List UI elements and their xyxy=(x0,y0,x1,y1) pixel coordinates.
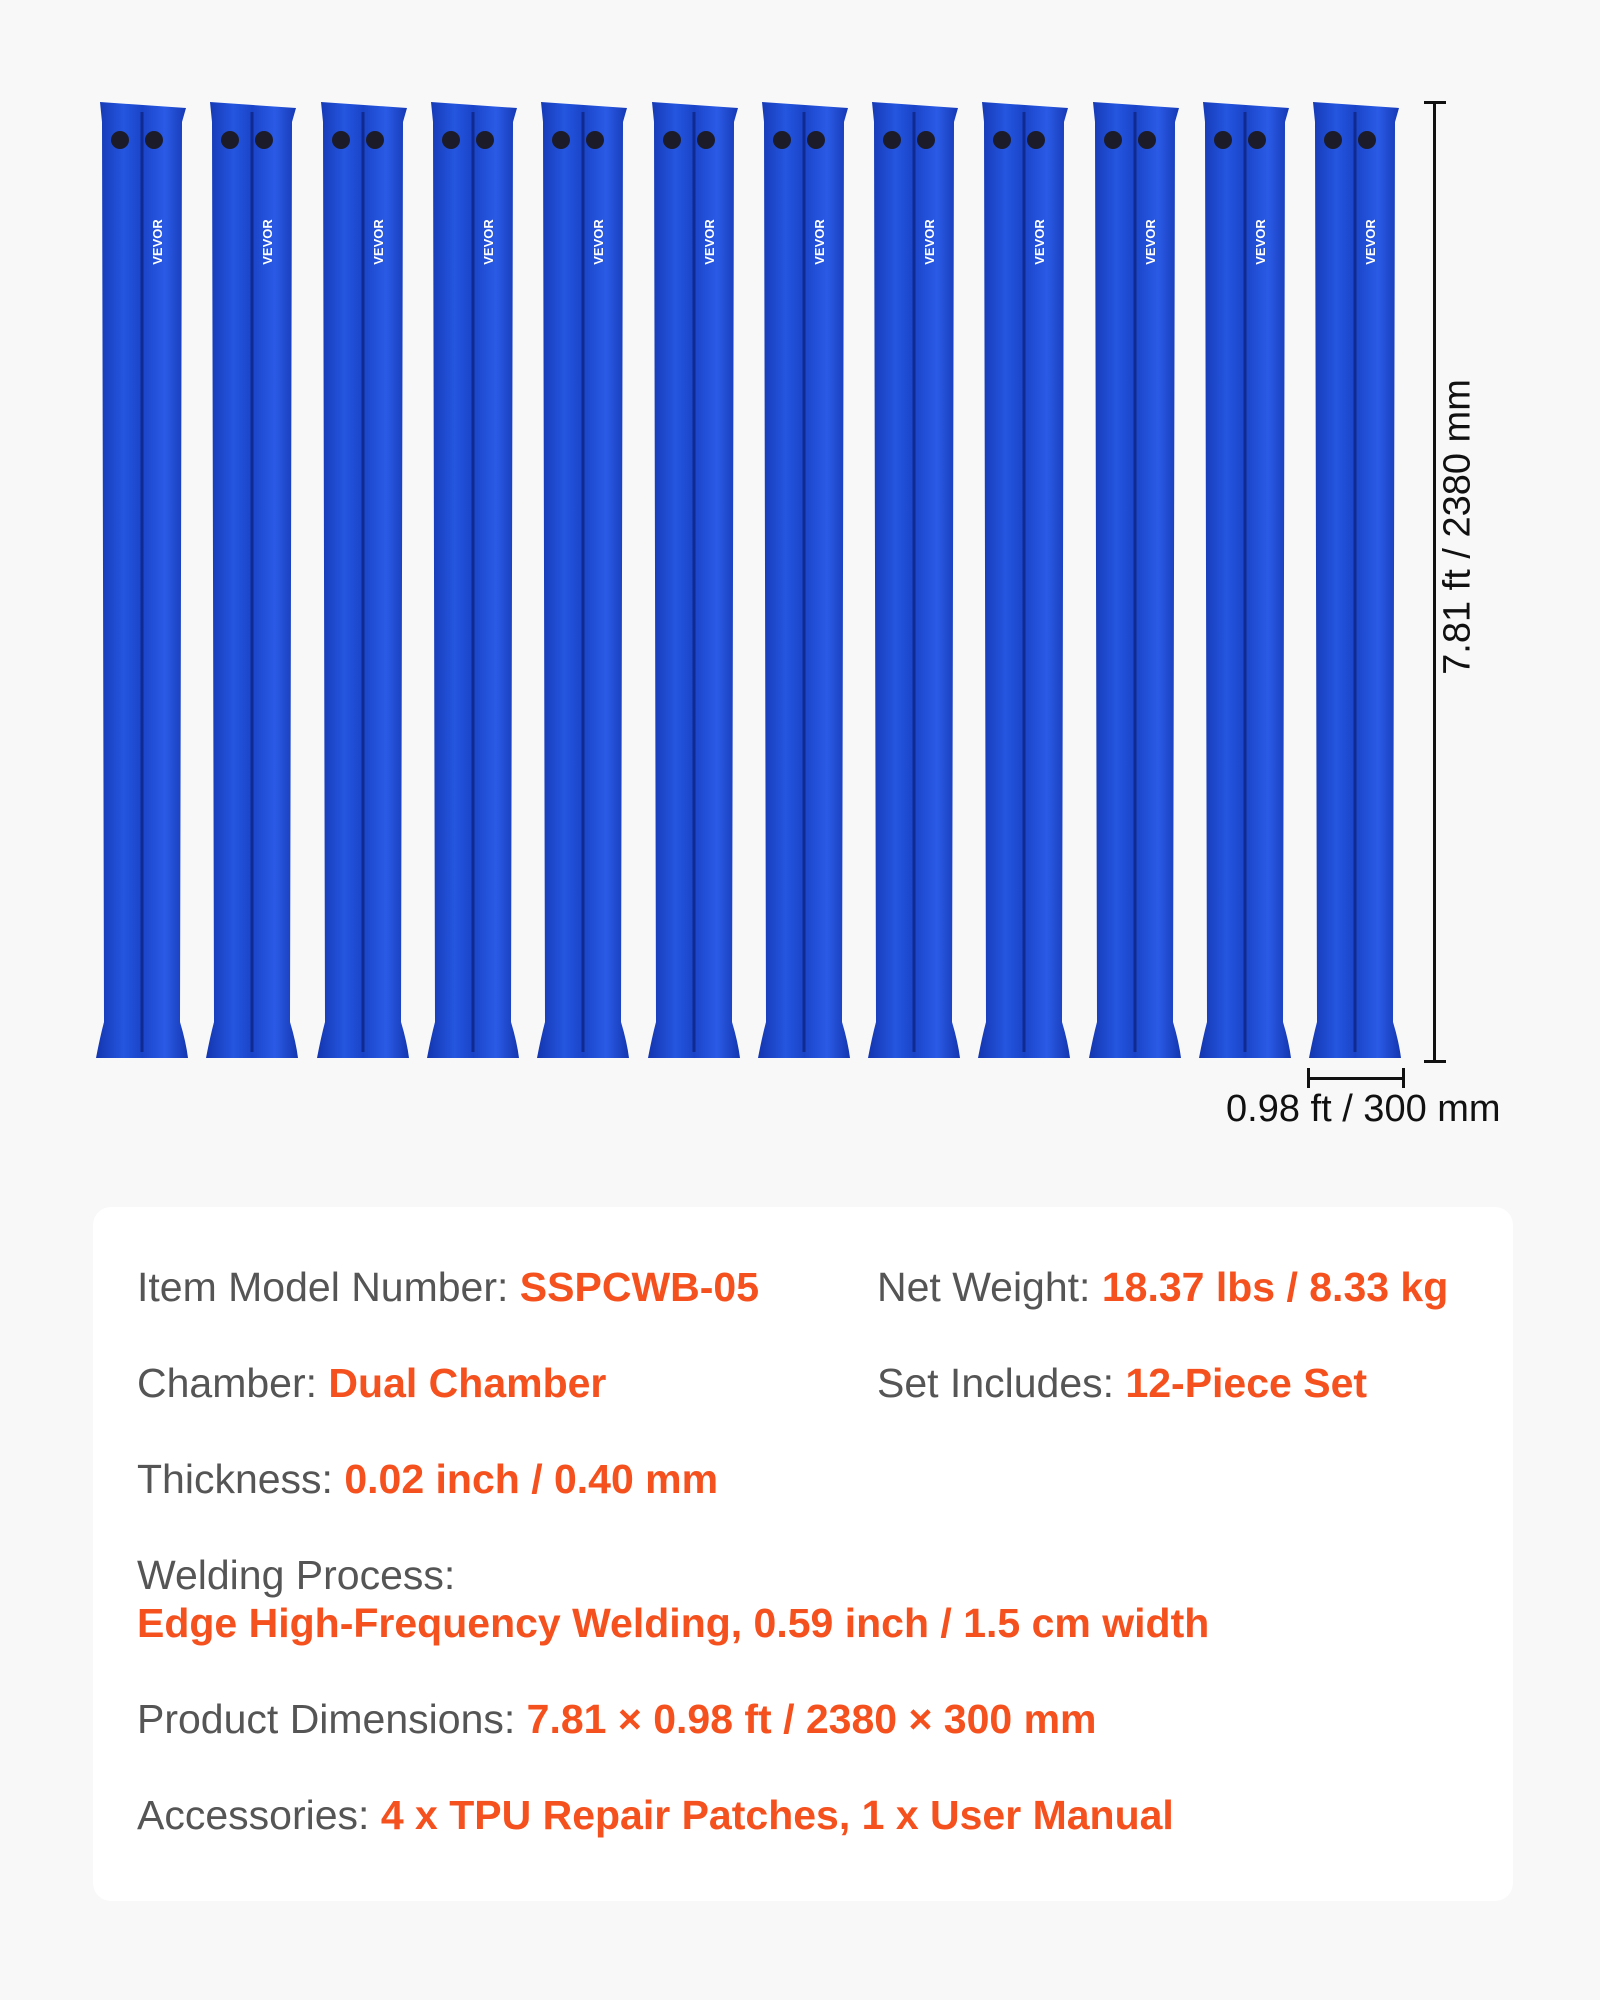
water-tube: VEVOR xyxy=(647,102,740,1060)
width-dimension-line xyxy=(1308,1077,1404,1080)
water-tube: VEVOR xyxy=(1199,102,1291,1060)
water-tube: VEVOR xyxy=(537,102,630,1060)
spec-chamber: Chamber: Dual Chamber xyxy=(137,1360,606,1407)
spec-dimensions: Product Dimensions: 7.81 × 0.98 ft / 238… xyxy=(137,1696,1097,1743)
spec-welding-value: Edge High-Frequency Welding, 0.59 inch /… xyxy=(137,1600,1209,1647)
spec-model: Item Model Number: SSPCWB-05 xyxy=(137,1264,759,1311)
water-tube: VEVOR xyxy=(426,102,519,1060)
svg-text:VEVOR: VEVOR xyxy=(702,219,717,265)
svg-text:VEVOR: VEVOR xyxy=(591,219,606,265)
water-tube: VEVOR xyxy=(868,102,961,1060)
spec-welding-label: Welding Process: xyxy=(137,1552,456,1598)
svg-text:VEVOR: VEVOR xyxy=(1143,219,1158,265)
svg-text:VEVOR: VEVOR xyxy=(1032,219,1047,265)
spec-accessories: Accessories: 4 x TPU Repair Patches, 1 x… xyxy=(137,1792,1174,1839)
svg-text:VEVOR: VEVOR xyxy=(371,219,386,265)
spec-set: Set Includes: 12-Piece Set xyxy=(877,1360,1367,1407)
svg-text:VEVOR: VEVOR xyxy=(481,219,496,265)
water-tube: VEVOR xyxy=(316,102,409,1060)
water-tube: VEVOR xyxy=(757,102,850,1060)
spec-value: 12-Piece Set xyxy=(1125,1360,1368,1406)
svg-text:VEVOR: VEVOR xyxy=(922,219,937,265)
svg-text:VEVOR: VEVOR xyxy=(1363,219,1378,265)
height-dimension-line xyxy=(1433,102,1436,1062)
spec-label: Set Includes: xyxy=(877,1360,1126,1406)
spec-value: 7.81 × 0.98 ft / 2380 × 300 mm xyxy=(526,1696,1097,1742)
svg-text:VEVOR: VEVOR xyxy=(812,219,827,265)
spec-value: Dual Chamber xyxy=(328,1360,607,1406)
spec-label: Net Weight: xyxy=(877,1264,1102,1310)
spec-weight: Net Weight: 18.37 lbs / 8.33 kg xyxy=(877,1264,1448,1311)
height-label: 7.81 ft / 2380 mm xyxy=(1436,379,1479,675)
spec-card xyxy=(93,1207,1513,1901)
spec-label: Accessories: xyxy=(137,1792,381,1838)
water-tube: VEVOR xyxy=(96,102,188,1060)
spec-value: 0.02 inch / 0.40 mm xyxy=(344,1456,719,1502)
width-label: 0.98 ft / 300 mm xyxy=(1226,1088,1501,1130)
spec-value: 18.37 lbs / 8.33 kg xyxy=(1101,1264,1449,1310)
spec-label: Thickness: xyxy=(137,1456,345,1502)
svg-text:VEVOR: VEVOR xyxy=(1253,219,1268,265)
water-tube: VEVOR xyxy=(978,102,1071,1060)
spec-value: Edge High-Frequency Welding, 0.59 inch /… xyxy=(137,1600,1210,1646)
width-dimension-cap xyxy=(1402,1068,1405,1088)
water-tube: VEVOR xyxy=(1088,102,1181,1060)
spec-label: Product Dimensions: xyxy=(137,1696,527,1742)
svg-text:VEVOR: VEVOR xyxy=(260,219,275,265)
spec-value: SSPCWB-05 xyxy=(519,1264,760,1310)
svg-text:VEVOR: VEVOR xyxy=(150,219,165,265)
height-dimension-cap xyxy=(1424,101,1446,104)
width-dimension-cap xyxy=(1307,1068,1310,1088)
spec-thickness: Thickness: 0.02 inch / 0.40 mm xyxy=(137,1456,718,1503)
spec-label: Item Model Number: xyxy=(137,1264,520,1310)
spec-value: 4 x TPU Repair Patches, 1 x User Manual xyxy=(380,1792,1174,1838)
height-dimension-cap xyxy=(1424,1060,1446,1063)
water-tube: VEVOR xyxy=(1309,102,1402,1060)
spec-label: Chamber: xyxy=(137,1360,329,1406)
water-tube: VEVOR xyxy=(206,102,299,1060)
